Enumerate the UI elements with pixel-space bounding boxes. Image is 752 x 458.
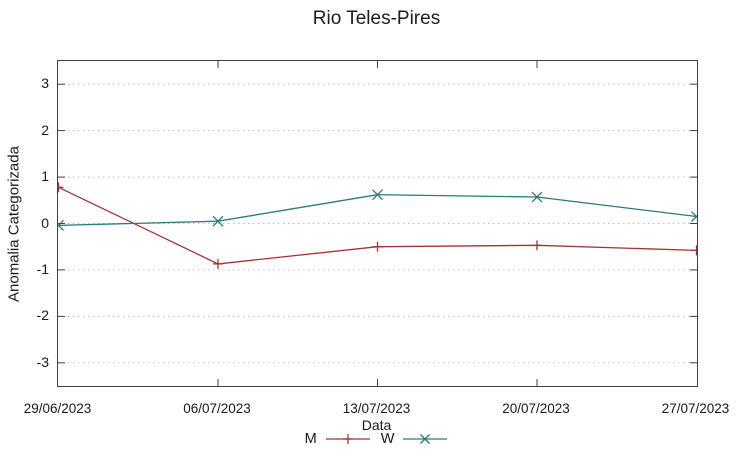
x-axis-label: Data: [361, 417, 392, 433]
plot-area: [57, 60, 698, 387]
x-tick-label: 29/06/2023: [23, 401, 92, 416]
y-tick-label: 2: [41, 121, 49, 138]
y-tick-label: -2: [36, 307, 49, 324]
x-tick-label: 20/07/2023: [502, 401, 570, 416]
y-tick-label: -3: [36, 353, 49, 370]
x-tick-label: 13/07/2023: [342, 401, 411, 416]
legend-label: M: [304, 431, 317, 447]
plot-canvas: [58, 61, 697, 386]
legend-sample-M: [325, 434, 370, 444]
y-tick-label: 3: [41, 75, 49, 92]
legend-item-W: W: [381, 431, 449, 447]
series-line-W: [58, 194, 697, 227]
legend-label: W: [380, 431, 395, 447]
marker-cross: [531, 191, 543, 203]
x-tick-label: 06/07/2023: [183, 401, 251, 416]
y-tick-label: 0: [41, 214, 49, 231]
y-tick-label: 1: [41, 168, 49, 185]
legend-sample-W: [403, 434, 448, 444]
chart-title: Rio Teles-Pires: [312, 8, 441, 29]
marker-cross: [212, 215, 224, 227]
marker-cross: [58, 219, 64, 227]
y-tick-label: -1: [36, 260, 49, 277]
marker-cross: [372, 189, 383, 201]
marker-cross: [691, 215, 697, 222]
series-line-M: [58, 186, 697, 265]
legend-item-M: M: [305, 431, 371, 447]
x-tick-label: 27/07/2023: [661, 401, 730, 416]
